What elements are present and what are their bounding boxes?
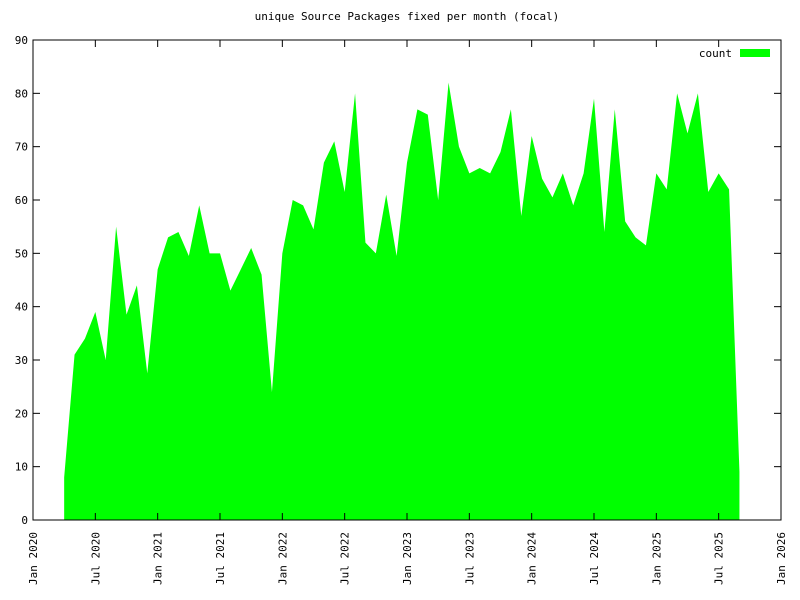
x-tick-label: Jul 2022 [339, 532, 352, 585]
x-tick-label: Jan 2024 [526, 532, 539, 585]
y-tick-label: 20 [15, 407, 28, 420]
x-tick-label: Jul 2023 [463, 532, 476, 585]
y-tick-label: 30 [15, 354, 28, 367]
x-tick-label: Jul 2024 [588, 532, 601, 585]
legend-label: count [699, 47, 732, 60]
y-tick-label: 80 [15, 87, 28, 100]
chart-title: unique Source Packages fixed per month (… [255, 10, 560, 23]
y-tick-label: 40 [15, 301, 28, 314]
y-tick-label: 50 [15, 247, 28, 260]
y-tick-label: 10 [15, 461, 28, 474]
y-tick-label: 70 [15, 141, 28, 154]
y-tick-label: 90 [15, 34, 28, 47]
x-tick-label: Jan 2023 [401, 532, 414, 585]
x-tick-label: Jan 2021 [152, 532, 165, 585]
legend-swatch [740, 49, 770, 57]
x-tick-label: Jan 2020 [27, 532, 40, 585]
area [64, 82, 740, 521]
x-tick-label: Jan 2026 [775, 532, 788, 585]
x-tick-label: Jul 2021 [214, 532, 227, 585]
x-tick-label: Jul 2020 [89, 532, 102, 585]
x-tick-label: Jul 2025 [713, 532, 726, 585]
y-tick-label: 60 [15, 194, 28, 207]
y-tick-label: 0 [21, 514, 28, 527]
x-tick-label: Jan 2022 [276, 532, 289, 585]
x-tick-label: Jan 2025 [650, 532, 663, 585]
